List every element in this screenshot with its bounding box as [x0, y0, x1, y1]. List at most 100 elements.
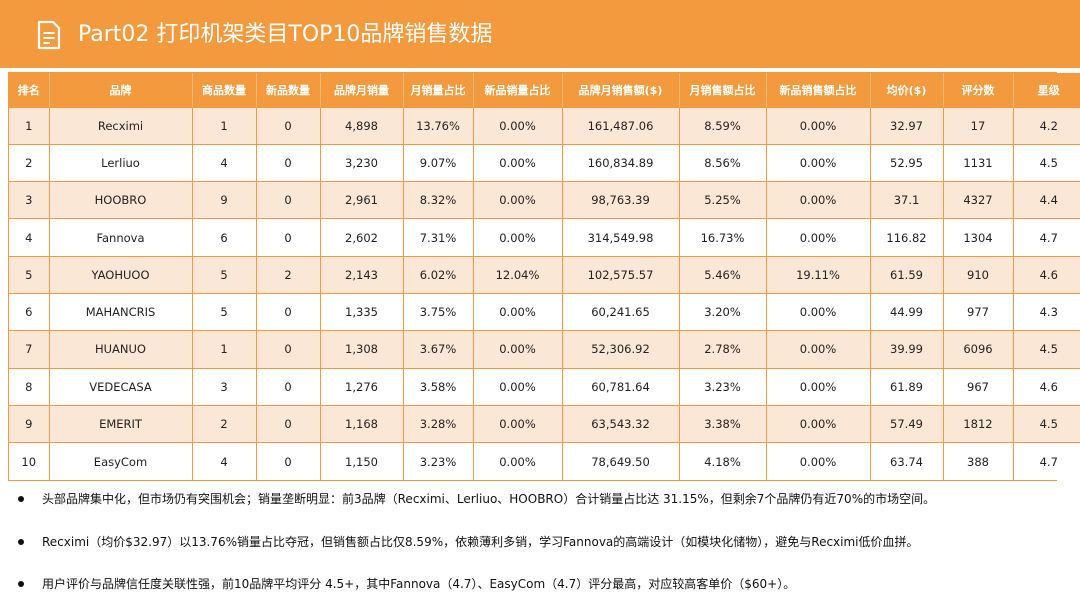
table-cell: 1	[192, 330, 257, 369]
note-text: Recximi（均价$32.97）以13.76%销量占比夺冠，但销售额占比仅8.…	[42, 535, 919, 549]
table-cell: 4	[9, 218, 50, 257]
table-cell: 0	[256, 292, 321, 331]
table-cell: 8.56%	[679, 143, 767, 182]
table-cell: HUANUO	[49, 330, 193, 369]
table-cell: HOOBRO	[49, 181, 193, 219]
table-cell: 44.99	[870, 292, 944, 331]
table-cell: 3.23%	[403, 442, 474, 480]
column-header: 星级	[1013, 73, 1080, 107]
brand-sales-table: 排名 品牌 商品数量 新品数量 品牌月销量 月销量占比 新品销量占比 品牌月销售额($) 月销售…	[8, 72, 1080, 481]
table-cell: 19.11%	[766, 255, 871, 294]
column-header: 品牌月销售额($)	[562, 73, 680, 107]
table-cell: 2	[192, 404, 257, 443]
table-cell: 4.6	[1013, 367, 1080, 406]
table-cell: 7	[9, 330, 50, 369]
column-header: 新品销售额占比	[766, 73, 871, 107]
table-cell: 0.00%	[766, 181, 871, 219]
table-cell: 3,230	[320, 143, 404, 182]
table-cell: 63,543.32	[562, 404, 680, 443]
table-cell: 63.74	[870, 442, 944, 480]
column-header: 新品销量占比	[473, 73, 563, 107]
column-header: 月销量占比	[403, 73, 474, 107]
table-cell: 1	[192, 106, 257, 145]
table-cell: 6	[192, 218, 257, 257]
table-cell: 10	[9, 442, 50, 480]
table-cell: 8.32%	[403, 181, 474, 219]
table-cell: 2,961	[320, 181, 404, 219]
table-cell: 3	[9, 181, 50, 219]
table-cell: 1131	[943, 143, 1014, 182]
page-title: Part02 打印机架类目TOP10品牌销售数据	[78, 22, 493, 47]
table-cell: 5.25%	[679, 181, 767, 219]
table-cell: 6.02%	[403, 255, 474, 294]
table-cell: 3.67%	[403, 330, 474, 369]
table-cell: 1	[9, 106, 50, 145]
table-cell: YAOHUOO	[49, 255, 193, 294]
table-cell: 0.00%	[473, 106, 563, 145]
table-cell: 78,649.50	[562, 442, 680, 480]
table-cell: EasyCom	[49, 442, 193, 480]
table-row: 9 EMERIT 2 0 1,168 3.28% 0.00% 63,543.32 3.38% 0.…	[9, 404, 1080, 443]
bullet-icon	[18, 496, 24, 502]
table-cell: Recximi	[49, 106, 193, 145]
column-header: 新品数量	[256, 73, 321, 107]
table-cell: 61.89	[870, 367, 944, 406]
table-cell: 9	[9, 404, 50, 443]
table-cell: EMERIT	[49, 404, 193, 443]
table-cell: 967	[943, 367, 1014, 406]
table-cell: 6	[9, 292, 50, 331]
table-cell: 1,168	[320, 404, 404, 443]
table-cell: 977	[943, 292, 1014, 331]
table-cell: 2,143	[320, 255, 404, 294]
table-cell: 0.00%	[473, 404, 563, 443]
table-cell: 5	[9, 255, 50, 294]
table-cell: 3.75%	[403, 292, 474, 331]
table-cell: 2	[256, 255, 321, 294]
table-cell: 4.7	[1013, 442, 1080, 480]
table-cell: 1,150	[320, 442, 404, 480]
table-row: 1 Recximi 1 0 4,898 13.76% 0.00% 161,487.06 8.59…	[9, 106, 1080, 145]
note-text: 头部品牌集中化，但市场仍有突围机会；销量垄断明显：前3品牌（Recximi、Le…	[42, 492, 936, 506]
table-cell: 1812	[943, 404, 1014, 443]
table-cell: 4.3	[1013, 292, 1080, 331]
table-cell: 0.00%	[473, 442, 563, 480]
table-cell: 0.00%	[766, 143, 871, 182]
table-cell: 388	[943, 442, 1014, 480]
table-header-row: 排名 品牌 商品数量 新品数量 品牌月销量 月销量占比 新品销量占比 品牌月销售额($) 月销售…	[9, 73, 1080, 107]
table-cell: 13.76%	[403, 106, 474, 145]
table-cell: 0.00%	[766, 404, 871, 443]
table-cell: 4.5	[1013, 143, 1080, 182]
table-cell: 0.00%	[766, 367, 871, 406]
column-header: 均价($)	[870, 73, 944, 107]
column-header: 品牌月销量	[320, 73, 404, 107]
column-header: 品牌	[49, 73, 193, 107]
table-cell: 3.58%	[403, 367, 474, 406]
table-cell: 4,898	[320, 106, 404, 145]
table-cell: 1304	[943, 218, 1014, 257]
table-cell: 57.49	[870, 404, 944, 443]
table-cell: 3	[192, 367, 257, 406]
table-row: 10 EasyCom 4 0 1,150 3.23% 0.00% 78,649.50 4.18%…	[9, 442, 1080, 480]
table-cell: 4327	[943, 181, 1014, 219]
table-cell: 5.46%	[679, 255, 767, 294]
table-cell: 0	[256, 106, 321, 145]
table-row: 4 Fannova 6 0 2,602 7.31% 0.00% 314,549.98 16.73…	[9, 218, 1080, 257]
table-cell: 2.78%	[679, 330, 767, 369]
page-header: Part02 打印机架类目TOP10品牌销售数据	[0, 0, 1080, 68]
table-cell: 3.23%	[679, 367, 767, 406]
table-cell: 4.4	[1013, 181, 1080, 219]
table-cell: 0.00%	[473, 181, 563, 219]
table-cell: 4.6	[1013, 255, 1080, 294]
table-cell: 3.28%	[403, 404, 474, 443]
table-cell: 314,549.98	[562, 218, 680, 257]
column-header: 排名	[9, 73, 50, 107]
table-cell: 1,308	[320, 330, 404, 369]
table-cell: 0.00%	[473, 218, 563, 257]
table-cell: 0.00%	[766, 218, 871, 257]
table-cell: 9.07%	[403, 143, 474, 182]
table-cell: 0	[256, 143, 321, 182]
table-cell: 52.95	[870, 143, 944, 182]
table-cell: 1,276	[320, 367, 404, 406]
table-cell: 4	[192, 143, 257, 182]
table-cell: 3.38%	[679, 404, 767, 443]
